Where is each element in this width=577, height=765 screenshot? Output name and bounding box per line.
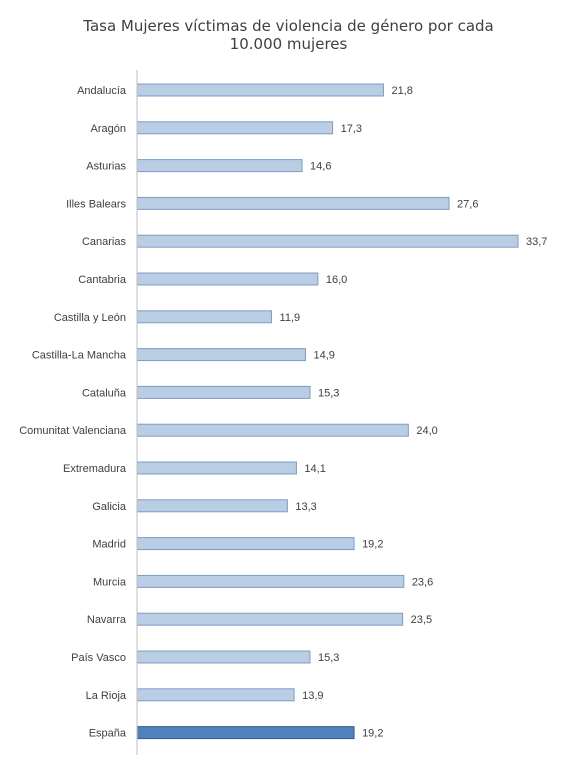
bar-murcia: [136, 574, 405, 588]
value-label-illes-balears: 27,6: [457, 198, 478, 210]
value-label-galicia: 13,3: [295, 501, 316, 513]
category-label-castilla-la-mancha: Castilla-La Mancha: [32, 350, 127, 362]
bar-la-rioja: [136, 688, 295, 702]
category-label-comunitat-valenciana: Comunitat Valenciana: [19, 425, 127, 437]
category-label-cataluna: Cataluña: [82, 387, 127, 399]
bar-cataluna: [136, 385, 311, 399]
value-label-comunitat-valenciana: 24,0: [416, 425, 437, 437]
bar-aragon: [136, 121, 334, 135]
category-label-canarias: Canarias: [82, 236, 127, 248]
category-label-galicia: Galicia: [92, 501, 127, 513]
category-label-asturias: Asturias: [86, 161, 126, 173]
bar-canarias: [136, 234, 519, 248]
value-label-cataluna: 15,3: [318, 387, 339, 399]
category-label-espana: España: [89, 728, 127, 740]
category-label-pais-vasco: País Vasco: [71, 652, 126, 664]
bar-navarra: [136, 612, 404, 626]
bar-asturias: [136, 159, 303, 173]
bar-espana: [136, 726, 355, 740]
value-label-aragon: 17,3: [341, 123, 362, 135]
bar-madrid: [136, 537, 355, 551]
bar-andalucia: [136, 83, 384, 97]
value-label-pais-vasco: 15,3: [318, 652, 339, 664]
value-label-castilla-y-leon: 11,9: [280, 312, 301, 324]
bar-castilla-la-mancha: [136, 348, 306, 362]
category-label-la-rioja: La Rioja: [86, 690, 127, 702]
bar-pais-vasco: [136, 650, 311, 664]
value-label-madrid: 19,2: [362, 539, 383, 551]
bar-extremadura: [136, 461, 297, 475]
category-label-madrid: Madrid: [92, 539, 126, 551]
value-label-navarra: 23,5: [411, 614, 432, 626]
value-label-extremadura: 14,1: [304, 463, 325, 475]
category-label-aragon: Aragón: [91, 123, 126, 135]
chart-title-line-1: Tasa Mujeres víctimas de violencia de gé…: [83, 17, 494, 35]
category-label-castilla-y-leon: Castilla y León: [54, 312, 126, 324]
category-label-illes-balears: Illes Balears: [66, 198, 126, 210]
value-label-cantabria: 16,0: [326, 274, 347, 286]
bar-comunitat-valenciana: [136, 423, 409, 437]
value-label-la-rioja: 13,9: [302, 690, 323, 702]
bar-castilla-y-leon: [136, 310, 273, 324]
value-label-canarias: 33,7: [526, 236, 547, 248]
chart-title: Tasa Mujeres víctimas de violencia de gé…: [0, 17, 577, 53]
value-label-castilla-la-mancha: 14,9: [313, 350, 334, 362]
value-label-murcia: 23,6: [412, 576, 433, 588]
bar-cantabria: [136, 272, 319, 286]
value-label-asturias: 14,6: [310, 161, 331, 173]
value-label-espana: 19,2: [362, 728, 383, 740]
category-label-extremadura: Extremadura: [63, 463, 127, 475]
value-label-andalucia: 21,8: [391, 85, 412, 97]
category-label-navarra: Navarra: [87, 614, 127, 626]
category-label-murcia: Murcia: [93, 576, 127, 588]
category-label-cantabria: Cantabria: [78, 274, 127, 286]
chart-title-line-2: 10.000 mujeres: [229, 35, 348, 53]
bar-illes-balears: [136, 196, 450, 210]
bar-galicia: [136, 499, 288, 513]
category-label-andalucia: Andalucía: [77, 85, 127, 97]
